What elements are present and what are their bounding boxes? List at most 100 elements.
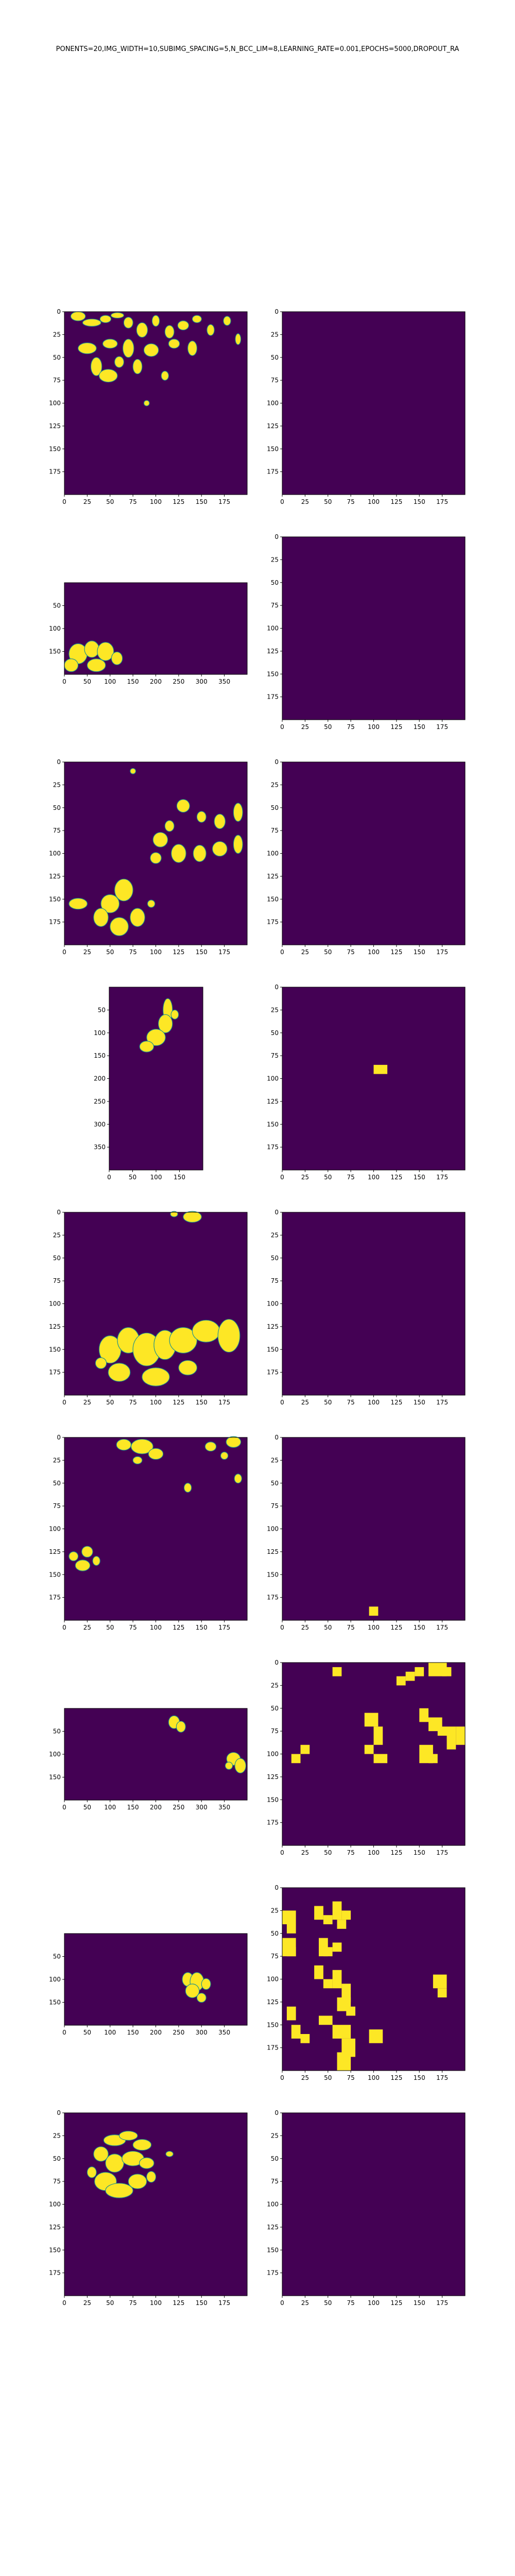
x-tick-label: 0 — [62, 1624, 66, 1631]
x-tick-label: 25 — [83, 498, 91, 505]
image-background — [64, 2113, 247, 2296]
yellow-blob — [68, 1551, 79, 1562]
yellow-blob — [87, 2166, 97, 2178]
y-tick-label: 100 — [49, 1300, 61, 1308]
x-tick-label: 0 — [62, 678, 66, 685]
image-background — [282, 2113, 465, 2296]
yellow-blob — [234, 1473, 242, 1484]
yellow-blob — [93, 2146, 109, 2162]
yellow-cell — [286, 1947, 296, 1957]
x-tick-label: 75 — [347, 948, 354, 956]
yellow-blob — [170, 1211, 178, 1217]
yellow-cell — [346, 2006, 355, 2016]
y-tick-label: 125 — [267, 1323, 279, 1330]
x-tick-label: 150 — [174, 1174, 185, 1181]
x-tick-label: 175 — [218, 2299, 230, 2307]
yellow-blob — [148, 1448, 164, 1460]
y-tick-label: 125 — [267, 1773, 279, 1781]
x-tick-label: 50 — [324, 1849, 332, 1856]
y-tick-label: 125 — [267, 873, 279, 880]
image-background — [64, 1212, 247, 1395]
y-tick-label: 100 — [267, 2201, 279, 2208]
yellow-blob — [150, 852, 162, 864]
yellow-cell — [373, 1736, 383, 1745]
x-tick-label: 0 — [280, 2074, 284, 2081]
x-tick-label: 0 — [62, 1399, 66, 1406]
row-2-output-grid: 0 25 50 75 100 125 150 175 0 25 50 75 100 125 150 175 — [267, 533, 466, 731]
y-tick-label: 50 — [271, 1930, 279, 1937]
yellow-cell — [337, 1920, 347, 1929]
yellow-blob — [78, 342, 97, 354]
x-tick-label: 175 — [436, 2299, 448, 2307]
row-8-input-image: 0 50 100 150 200 250 300 350 50 100 150 — [49, 1933, 248, 2036]
x-tick-label: 50 — [324, 1174, 332, 1181]
y-tick-label: 100 — [49, 400, 61, 407]
image-background — [282, 987, 465, 1170]
yellow-cell — [332, 1667, 342, 1676]
x-tick-label: 0 — [280, 1174, 284, 1181]
yellow-blob — [123, 317, 133, 329]
yellow-blob — [192, 1319, 220, 1343]
y-tick-label: 0 — [274, 1434, 279, 1441]
x-tick-label: 25 — [301, 1399, 309, 1406]
y-tick-label: 25 — [271, 1682, 279, 1689]
yellow-cell — [300, 1744, 310, 1754]
y-tick-label: 75 — [271, 602, 279, 609]
y-tick-label: 75 — [53, 2178, 61, 2185]
yellow-cell — [319, 2015, 333, 2025]
y-tick-label: 25 — [271, 331, 279, 338]
yellow-blob — [147, 900, 156, 908]
y-tick-label: 50 — [53, 1480, 61, 1487]
yellow-cell — [286, 2006, 296, 2021]
x-tick-label: 150 — [414, 1624, 425, 1631]
yellow-cell — [364, 1713, 379, 1727]
yellow-blob — [128, 2174, 147, 2189]
yellow-cell — [419, 1708, 428, 1722]
yellow-cell — [437, 1988, 447, 1997]
yellow-blob — [151, 315, 160, 327]
x-tick-label: 125 — [390, 1849, 402, 1856]
x-tick-label: 75 — [347, 1399, 354, 1406]
y-tick-label: 25 — [271, 2132, 279, 2139]
image-background — [282, 762, 465, 945]
x-tick-label: 0 — [280, 498, 284, 505]
y-tick-label: 150 — [267, 2021, 279, 2028]
y-tick-label: 125 — [267, 422, 279, 430]
yellow-blob — [116, 1438, 132, 1451]
yellow-blob — [90, 357, 102, 376]
yellow-blob — [64, 658, 79, 672]
y-tick-label: 125 — [49, 1548, 61, 1555]
y-tick-label: 300 — [94, 1121, 106, 1128]
y-tick-label: 125 — [267, 648, 279, 655]
y-tick-label: 175 — [267, 2044, 279, 2052]
y-tick-label: 50 — [271, 579, 279, 586]
y-tick-label: 75 — [271, 1502, 279, 1510]
yellow-cell — [282, 1910, 296, 1924]
yellow-blob — [108, 1363, 131, 1382]
y-tick-label: 75 — [271, 2178, 279, 2185]
x-tick-label: 100 — [150, 1174, 162, 1181]
x-tick-label: 0 — [280, 1399, 284, 1406]
yellow-cell — [373, 1064, 388, 1074]
y-tick-label: 175 — [267, 1369, 279, 1376]
y-tick-label: 150 — [267, 445, 279, 452]
x-tick-label: 150 — [127, 1804, 139, 1811]
yellow-cell — [341, 1910, 351, 1920]
x-tick-label: 100 — [368, 1849, 380, 1856]
yellow-blob — [176, 799, 190, 813]
x-tick-label: 175 — [436, 723, 448, 731]
row-6-output-grid: 0 25 50 75 100 125 150 175 0 25 50 75 100 125 150 175 — [267, 1434, 466, 1631]
y-tick-label: 100 — [267, 625, 279, 632]
x-tick-label: 175 — [218, 948, 230, 956]
image-background — [282, 1212, 465, 1395]
x-tick-label: 50 — [106, 948, 114, 956]
yellow-cell — [447, 1726, 456, 1750]
x-tick-label: 75 — [347, 498, 354, 505]
x-tick-label: 0 — [280, 1624, 284, 1631]
yellow-blob — [146, 2171, 157, 2183]
yellow-blob — [105, 2183, 133, 2198]
x-tick-label: 150 — [414, 1174, 425, 1181]
y-tick-label: 0 — [274, 1659, 279, 1666]
x-tick-label: 200 — [150, 678, 162, 685]
x-tick-label: 150 — [196, 948, 208, 956]
